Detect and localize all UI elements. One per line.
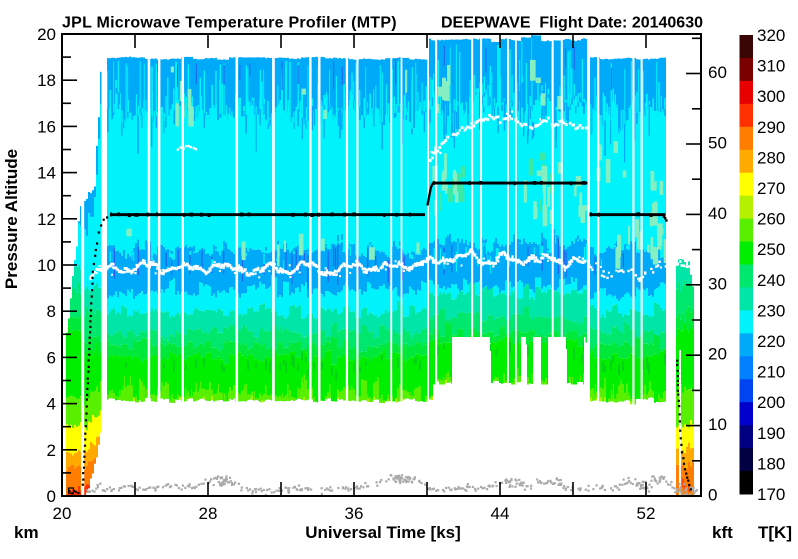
- svg-text:270: 270: [757, 179, 785, 198]
- svg-text:Universal Time [ks]: Universal Time [ks]: [305, 523, 461, 542]
- svg-text:km: km: [14, 523, 39, 542]
- svg-text:210: 210: [757, 363, 785, 382]
- svg-text:20: 20: [37, 25, 56, 44]
- svg-text:40: 40: [708, 204, 727, 223]
- svg-text:2: 2: [47, 441, 56, 460]
- svg-text:290: 290: [757, 118, 785, 137]
- svg-text:20: 20: [53, 504, 72, 523]
- svg-text:DEEPWAVE Flight Date: 2014063: DEEPWAVE Flight Date: 20140630: [441, 15, 703, 32]
- svg-text:50: 50: [708, 134, 727, 153]
- svg-text:230: 230: [757, 301, 785, 320]
- svg-text:20: 20: [708, 345, 727, 364]
- svg-text:28: 28: [199, 504, 218, 523]
- svg-text:44: 44: [491, 504, 510, 523]
- svg-text:16: 16: [37, 117, 56, 136]
- svg-text:10: 10: [708, 415, 727, 434]
- svg-text:12: 12: [37, 210, 56, 229]
- svg-text:170: 170: [757, 485, 785, 504]
- svg-text:0: 0: [708, 486, 717, 505]
- svg-text:180: 180: [757, 454, 785, 473]
- svg-text:0: 0: [47, 487, 56, 506]
- svg-text:320: 320: [757, 26, 785, 45]
- svg-text:260: 260: [757, 210, 785, 229]
- svg-text:4: 4: [47, 395, 56, 414]
- svg-text:JPL Microwave Temperature Prof: JPL Microwave Temperature Profiler (MTP): [62, 15, 397, 32]
- svg-text:200: 200: [757, 393, 785, 412]
- svg-text:240: 240: [757, 271, 785, 290]
- svg-text:18: 18: [37, 71, 56, 90]
- svg-text:36: 36: [345, 504, 364, 523]
- svg-text:300: 300: [757, 87, 785, 106]
- svg-text:6: 6: [47, 348, 56, 367]
- svg-text:14: 14: [37, 164, 56, 183]
- svg-text:310: 310: [757, 57, 785, 76]
- svg-text:190: 190: [757, 424, 785, 443]
- svg-text:10: 10: [37, 256, 56, 275]
- svg-text:kft: kft: [712, 523, 733, 542]
- svg-text:60: 60: [708, 63, 727, 82]
- svg-text:30: 30: [708, 274, 727, 293]
- svg-text:280: 280: [757, 148, 785, 167]
- svg-text:Pressure Altitude: Pressure Altitude: [2, 149, 21, 289]
- svg-text:8: 8: [47, 302, 56, 321]
- svg-text:220: 220: [757, 332, 785, 351]
- svg-text:52: 52: [637, 504, 656, 523]
- svg-text:T[K]: T[K]: [758, 523, 792, 542]
- svg-text:250: 250: [757, 240, 785, 259]
